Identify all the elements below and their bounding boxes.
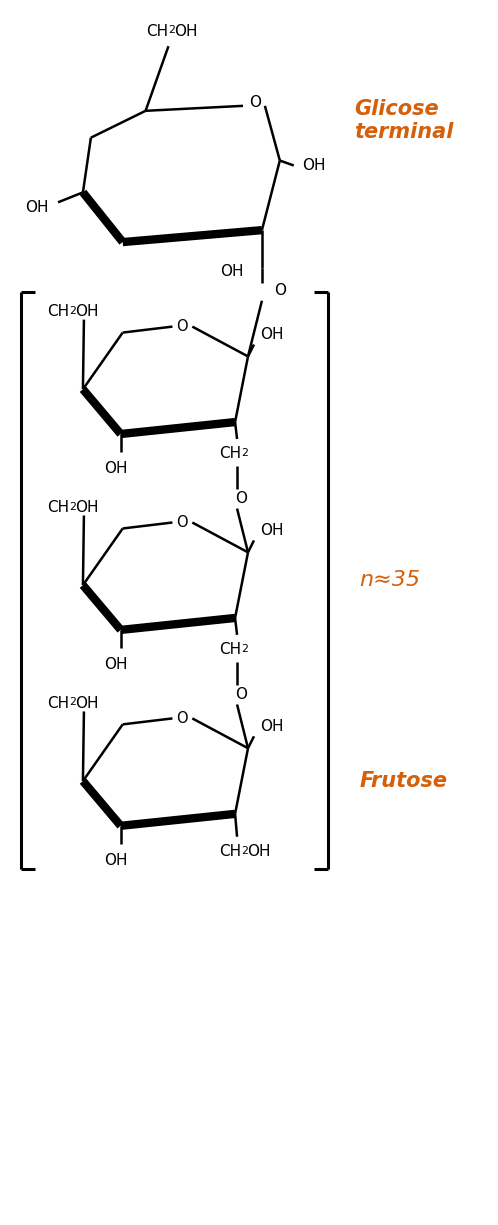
Text: O: O <box>177 710 188 726</box>
Text: O: O <box>235 491 247 506</box>
Text: O: O <box>177 318 188 334</box>
Text: OH: OH <box>174 23 198 39</box>
Text: CH: CH <box>219 642 241 658</box>
Text: 2: 2 <box>168 26 175 36</box>
Text: OH: OH <box>104 853 127 869</box>
Text: 2: 2 <box>241 448 248 458</box>
Text: CH: CH <box>47 500 69 514</box>
Text: CH: CH <box>219 844 241 859</box>
Text: OH: OH <box>104 462 127 477</box>
Text: OH: OH <box>247 844 270 859</box>
Text: 2: 2 <box>241 644 248 654</box>
Text: 2: 2 <box>69 306 76 316</box>
Text: OH: OH <box>302 158 325 173</box>
Text: 2: 2 <box>241 845 248 855</box>
Text: OH: OH <box>260 327 283 342</box>
Text: OH: OH <box>260 719 283 734</box>
Text: O: O <box>249 96 261 110</box>
Text: OH: OH <box>104 657 127 673</box>
Text: CH: CH <box>219 446 241 462</box>
Text: O: O <box>274 283 286 299</box>
Text: CH: CH <box>47 304 69 320</box>
Text: n≈35: n≈35 <box>360 570 420 590</box>
Text: OH: OH <box>75 696 99 710</box>
Text: Glicose
terminal: Glicose terminal <box>355 99 454 142</box>
Text: CH: CH <box>146 23 168 39</box>
Text: OH: OH <box>75 304 99 320</box>
Text: CH: CH <box>47 696 69 710</box>
Text: 2: 2 <box>69 697 76 708</box>
Text: O: O <box>235 687 247 702</box>
Text: 2: 2 <box>69 501 76 512</box>
Text: OH: OH <box>25 200 49 214</box>
Text: OH: OH <box>221 265 244 279</box>
Text: Frutose: Frutose <box>360 771 447 791</box>
Text: OH: OH <box>260 523 283 538</box>
Text: OH: OH <box>75 500 99 514</box>
Text: O: O <box>177 514 188 530</box>
